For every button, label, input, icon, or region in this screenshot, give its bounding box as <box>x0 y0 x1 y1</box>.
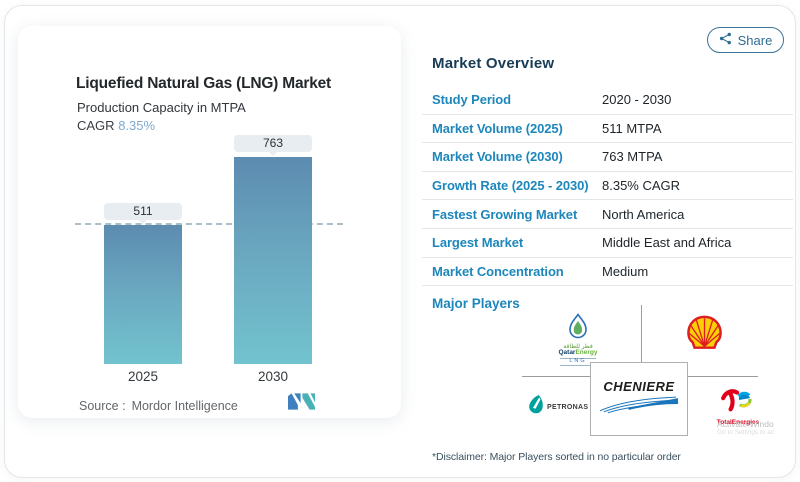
qatarenergy-lng-text: LNG <box>560 357 596 366</box>
row-value: Medium <box>602 263 649 279</box>
cagr-label: CAGR <box>77 118 115 133</box>
value-label-2025: 511 <box>133 204 153 219</box>
major-players-label: Major Players <box>432 296 520 311</box>
x-tick-2030: 2030 <box>257 369 289 384</box>
baseline-dashed-line <box>75 223 343 226</box>
row-label: Market Concentration <box>432 263 564 279</box>
source-value: Mordor Intelligence <box>131 399 238 413</box>
bar-2030 <box>234 157 312 364</box>
overview-table: Study Period 2020 - 2030 Market Volume (… <box>422 86 793 287</box>
cheniere-name: CHENIERE <box>603 379 675 394</box>
player-qatarenergy-logo: قطر للطاقة QatarEnergy LNG <box>552 313 604 366</box>
row-value: North America <box>602 206 685 222</box>
table-row: Fastest Growing Market North America <box>422 200 793 229</box>
shell-pecten-icon <box>685 315 724 355</box>
cagr-line: CAGR 8.35% <box>77 118 155 133</box>
main-card: Liquefied Natural Gas (LNG) Market Produ… <box>4 5 796 478</box>
connector-vertical-line <box>641 305 642 363</box>
overview-heading: Market Overview <box>432 55 555 72</box>
cheniere-wave-icon <box>598 394 680 419</box>
row-label: Largest Market <box>432 235 524 251</box>
share-button[interactable]: Share <box>707 27 784 53</box>
table-row: Market Volume (2030) 763 MTPA <box>422 143 793 172</box>
bar-2025 <box>104 225 182 364</box>
player-shell-logo <box>685 315 724 356</box>
row-label: Study Period <box>432 92 511 108</box>
totalenergies-te-icon <box>720 389 756 417</box>
chart-card: Liquefied Natural Gas (LNG) Market Produ… <box>18 26 401 418</box>
value-callout-2025: 511 <box>104 203 182 225</box>
chart-title: Liquefied Natural Gas (LNG) Market <box>76 75 332 92</box>
row-value: 2020 - 2030 <box>602 92 672 108</box>
callout-pointer <box>268 151 278 156</box>
source-label: Source : <box>79 399 126 413</box>
table-row: Market Volume (2025) 511 MTPA <box>422 115 793 144</box>
row-label: Market Volume (2030) <box>432 149 563 165</box>
row-value: 8.35% CAGR <box>602 178 681 194</box>
chart-subtitle: Production Capacity in MTPA <box>77 100 246 115</box>
table-row: Largest Market Middle East and Africa <box>422 229 793 258</box>
table-row: Growth Rate (2025 - 2030) 8.35% CAGR <box>422 172 793 201</box>
qatarenergy-arabic-text: قطر للطاقة <box>563 343 593 350</box>
totalenergies-name: TotalEnergies <box>716 419 760 426</box>
player-cheniere-logo: CHENIERE <box>590 362 688 436</box>
row-value: Middle East and Africa <box>602 235 732 251</box>
activate-windows-watermark: Activate Windo Go to Settings to ac <box>717 419 775 436</box>
mordor-intelligence-logo-icon <box>288 393 315 415</box>
row-label: Fastest Growing Market <box>432 206 578 222</box>
player-petronas-logo: PETRONAS <box>529 394 588 421</box>
x-tick-2025: 2025 <box>127 369 159 384</box>
row-value: 511 MTPA <box>602 120 662 136</box>
table-row: Market Concentration Medium <box>422 258 793 287</box>
row-label: Growth Rate (2025 - 2030) <box>432 178 589 194</box>
callout-pointer <box>138 219 148 225</box>
petronas-name: PETRONAS <box>547 404 589 411</box>
row-label: Market Volume (2025) <box>432 120 563 136</box>
share-button-label: Share <box>737 32 773 48</box>
qatarenergy-drop-icon <box>552 313 604 344</box>
source-line: Source : Mordor Intelligence <box>79 399 238 413</box>
petronas-drop-icon <box>529 394 544 421</box>
table-row: Study Period 2020 - 2030 <box>422 86 793 115</box>
player-totalenergies-logo: TotalEnergies <box>711 387 765 426</box>
qatarenergy-name: QatarEnergy <box>558 349 598 357</box>
value-label-2030: 763 <box>262 136 284 150</box>
share-icon <box>719 32 732 48</box>
row-value: 763 MTPA <box>602 149 663 165</box>
disclaimer-text: *Disclaimer: Major Players sorted in no … <box>432 451 681 463</box>
cagr-value: 8.35% <box>118 118 156 133</box>
value-callout-2030: 763 <box>234 135 312 156</box>
